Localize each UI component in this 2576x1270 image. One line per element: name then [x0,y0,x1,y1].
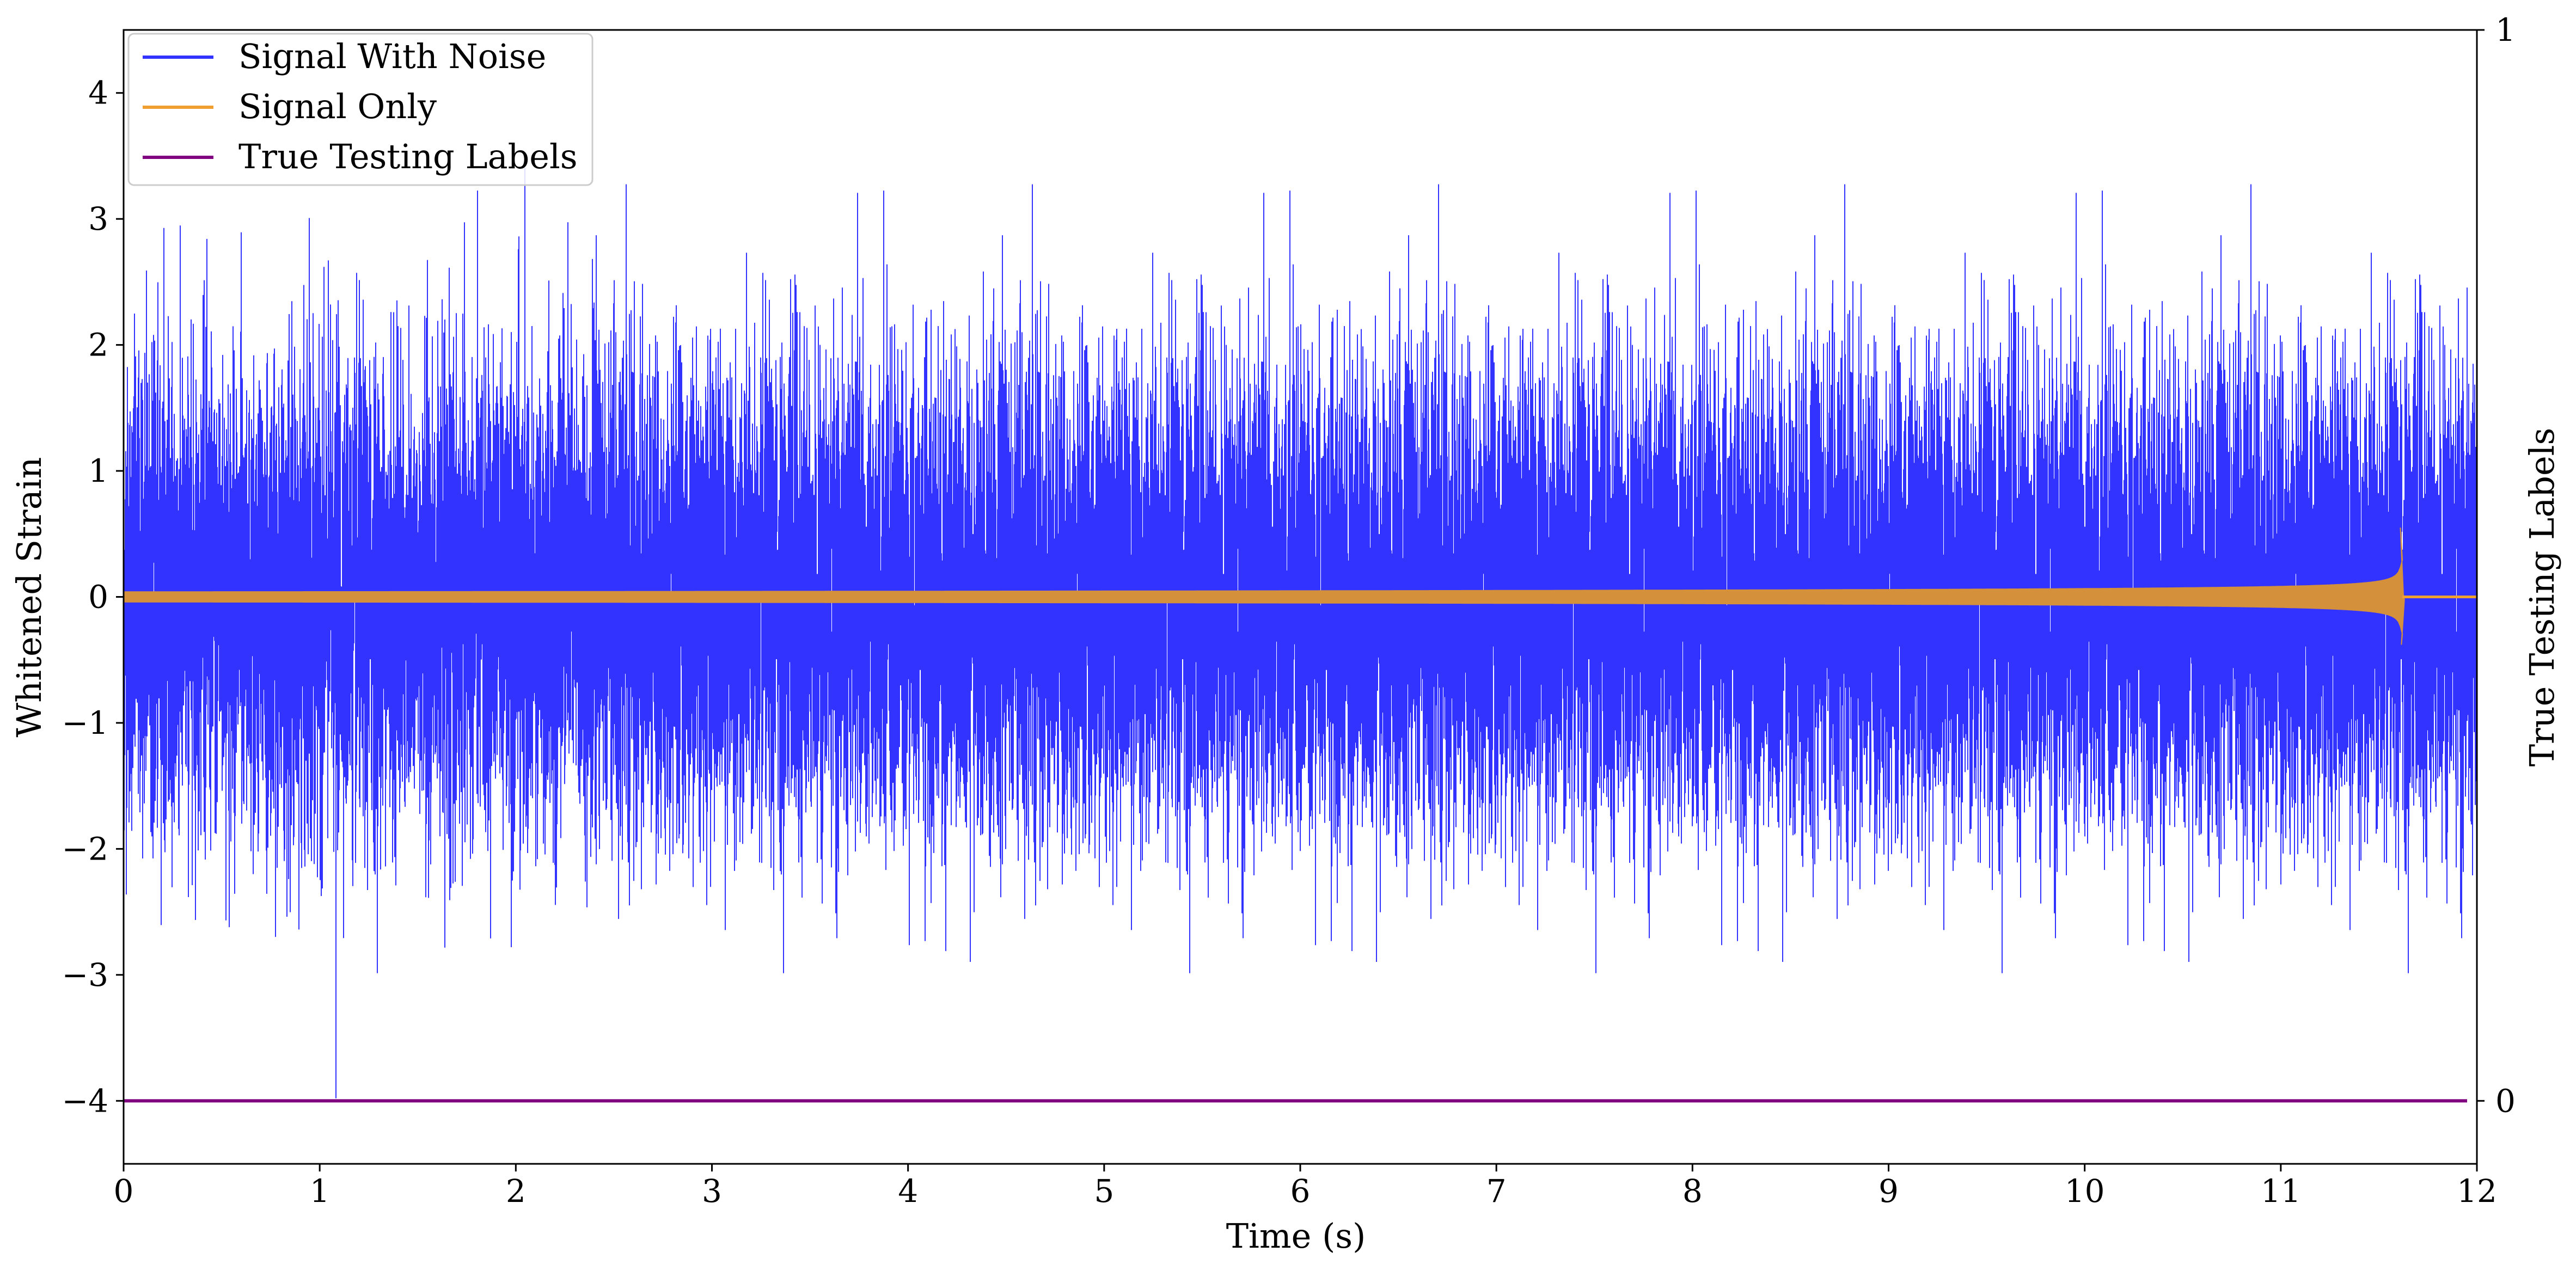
y-tick-label: 3 [88,200,108,237]
x-tick-label: 10 [2065,1173,2105,1210]
y2-tick-label: 1 [2495,11,2516,48]
x-tick-label: 0 [114,1173,134,1210]
y-tick-label: 0 [88,579,108,616]
x-tick-label: 5 [1094,1173,1114,1210]
legend-label: Signal Only [238,87,437,126]
y-tick-label: 4 [88,75,108,112]
y-tick-label: −2 [62,830,109,867]
x-tick-label: 7 [1486,1173,1507,1210]
x-axis-label: Time (s) [1226,1216,1366,1256]
legend-label: True Testing Labels [238,137,578,176]
y2-tick-label: 0 [2495,1082,2516,1119]
x-tick-label: 12 [2457,1173,2497,1210]
x-tick-label: 4 [898,1173,918,1210]
y-tick-label: −1 [62,704,109,741]
y-tick-label: 1 [88,452,108,489]
y-axis-right: 01 [2477,11,2516,1119]
y2-axis-label: True Testing Labels [2522,428,2562,767]
x-tick-label: 11 [2261,1173,2301,1210]
x-tick-label: 9 [1879,1173,1899,1210]
chirp-envelope [124,527,2405,645]
y-tick-label: 2 [88,327,108,364]
legend-box [127,33,593,186]
x-tick-label: 1 [310,1173,330,1210]
x-tick-label: 8 [1682,1173,1703,1210]
x-tick-label: 2 [506,1173,526,1210]
legend: Signal With Noise Signal Only True Testing… [127,33,593,186]
x-tick-label: 6 [1290,1173,1311,1210]
x-axis: 0 1 2 3 4 5 6 7 8 9 10 11 12 [114,1164,2497,1210]
y-axis-left: −4 −3 −2 −1 0 1 2 3 4 [62,75,124,1119]
legend-label: Signal With Noise [238,36,546,76]
y-axis-label: Whitened Strain [9,457,49,738]
signal-only-series [124,527,2477,645]
y-tick-label: −3 [62,956,109,993]
y-tick-label: −4 [62,1082,109,1119]
x-tick-label: 3 [702,1173,722,1210]
